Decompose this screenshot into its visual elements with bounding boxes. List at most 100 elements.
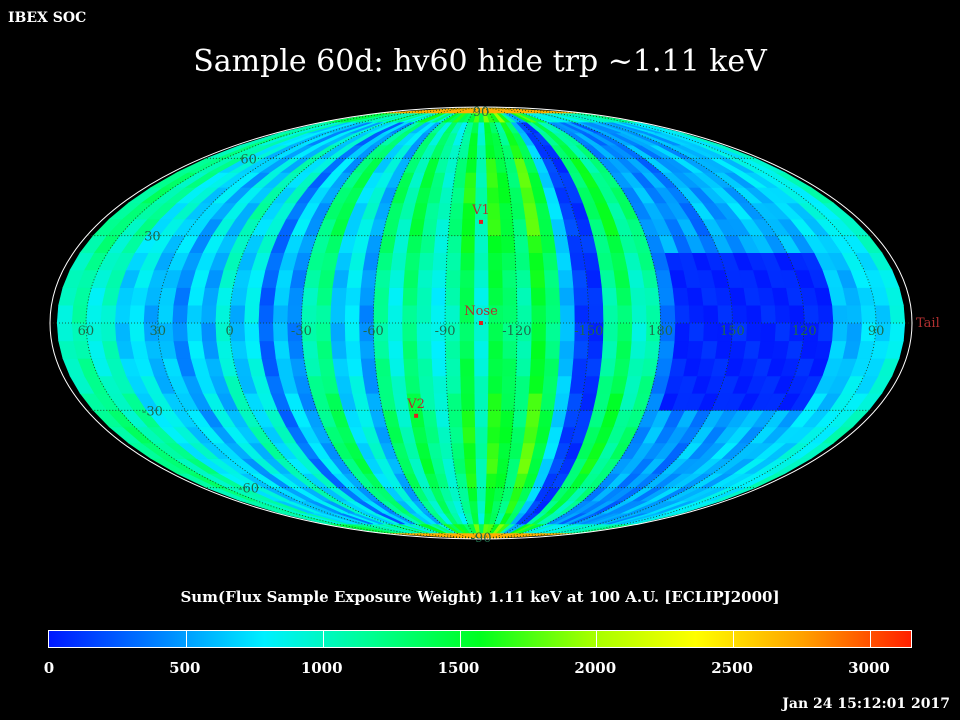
map-cell bbox=[714, 287, 732, 306]
map-cell bbox=[214, 304, 231, 324]
map-cell bbox=[459, 375, 475, 394]
map-cell bbox=[257, 304, 274, 324]
map-cell bbox=[358, 304, 374, 324]
map-cell bbox=[56, 322, 74, 342]
map-cell bbox=[558, 340, 575, 359]
map-cell bbox=[416, 340, 432, 359]
map-cell bbox=[445, 269, 461, 288]
map-cell bbox=[484, 144, 496, 159]
map-cell bbox=[374, 358, 391, 377]
map-cell bbox=[487, 340, 503, 359]
lon-label: 0 bbox=[225, 324, 233, 339]
map-cell bbox=[530, 322, 546, 342]
map-cell bbox=[498, 426, 513, 444]
map-cell bbox=[463, 172, 477, 188]
lon-label: -150 bbox=[574, 324, 603, 339]
map-cell bbox=[545, 304, 561, 324]
map-cell bbox=[629, 287, 647, 306]
map-cell bbox=[860, 304, 877, 324]
map-cell bbox=[629, 340, 647, 359]
map-cell bbox=[346, 269, 363, 288]
map-cell bbox=[447, 218, 463, 236]
colorbar-tick-label: 1000 bbox=[300, 659, 343, 677]
graticule bbox=[50, 107, 912, 539]
map-cell bbox=[555, 375, 572, 394]
map-cell bbox=[476, 500, 486, 514]
map-cell bbox=[287, 340, 305, 359]
map-cell bbox=[387, 304, 403, 324]
map-cell bbox=[128, 322, 145, 342]
map-cell bbox=[85, 304, 102, 324]
map-cell bbox=[688, 304, 705, 324]
map-cell bbox=[831, 322, 848, 342]
map-cell bbox=[301, 287, 319, 306]
map-cell bbox=[315, 304, 332, 324]
map-cell bbox=[700, 287, 718, 306]
map-cell bbox=[526, 392, 543, 411]
map-cell bbox=[200, 304, 217, 324]
map-cell bbox=[460, 409, 476, 428]
map-cell bbox=[388, 358, 405, 377]
map-cell bbox=[817, 322, 834, 342]
map-cell bbox=[475, 172, 487, 188]
map-cell bbox=[487, 375, 503, 394]
map-cell bbox=[557, 358, 574, 377]
colorbar-tick-label: 2000 bbox=[574, 659, 617, 677]
map-cell bbox=[417, 252, 434, 271]
map-cell bbox=[434, 409, 450, 428]
map-cell bbox=[433, 235, 449, 253]
map-cell bbox=[774, 304, 791, 324]
map-cell bbox=[657, 340, 675, 359]
meridian-line bbox=[300, 107, 482, 539]
map-cell bbox=[555, 252, 572, 271]
map-cell bbox=[888, 304, 906, 324]
map-cell bbox=[315, 322, 332, 342]
map-cell bbox=[301, 340, 319, 359]
meridian-line bbox=[480, 107, 877, 539]
map-cell bbox=[459, 252, 475, 271]
map-cell bbox=[484, 487, 496, 502]
map-cell bbox=[401, 322, 417, 342]
map-cell bbox=[416, 269, 433, 288]
map-cell bbox=[476, 132, 486, 146]
map-cell bbox=[461, 426, 476, 444]
map-cell bbox=[514, 375, 531, 394]
map-cell bbox=[585, 358, 602, 377]
map-cell bbox=[643, 287, 661, 306]
map-cell bbox=[315, 340, 333, 359]
map-cell bbox=[572, 340, 589, 359]
map-cell bbox=[485, 458, 499, 474]
map-cell bbox=[416, 304, 432, 324]
lon-label: -120 bbox=[502, 324, 531, 339]
map-cell bbox=[416, 322, 432, 342]
marker-label: Tail bbox=[916, 316, 940, 331]
map-cell bbox=[557, 269, 574, 288]
colorbar-tick-label: 500 bbox=[169, 659, 201, 677]
colorbar-tick-label: 3000 bbox=[848, 659, 890, 677]
lon-label: 90 bbox=[868, 324, 885, 339]
map-cell bbox=[243, 304, 260, 324]
map-cell bbox=[329, 304, 346, 324]
map-cell bbox=[417, 375, 434, 394]
map-outline bbox=[49, 106, 913, 540]
map-cell bbox=[273, 340, 291, 359]
map-cell bbox=[475, 458, 487, 474]
map-cell bbox=[571, 358, 588, 377]
map-cell bbox=[71, 304, 88, 324]
map-cell bbox=[477, 121, 485, 134]
map-cell bbox=[615, 287, 632, 306]
map-cell bbox=[552, 392, 570, 411]
map-cell bbox=[530, 287, 546, 306]
map-cell bbox=[476, 487, 486, 502]
map-cell bbox=[344, 322, 360, 342]
colorbar-tick bbox=[459, 631, 461, 647]
grid-labels: 60 30 0 -30 -60 -90 -120 -150 180 150 120 90 90 60 30 -… bbox=[78, 105, 885, 546]
map-cell bbox=[473, 322, 489, 342]
map-cell bbox=[477, 512, 485, 525]
map-cell bbox=[444, 340, 461, 359]
marker-dot bbox=[479, 219, 483, 224]
lat-label: 60 bbox=[240, 152, 257, 167]
map-cell bbox=[524, 218, 541, 236]
map-cell bbox=[626, 269, 645, 288]
map-cell bbox=[186, 304, 203, 324]
